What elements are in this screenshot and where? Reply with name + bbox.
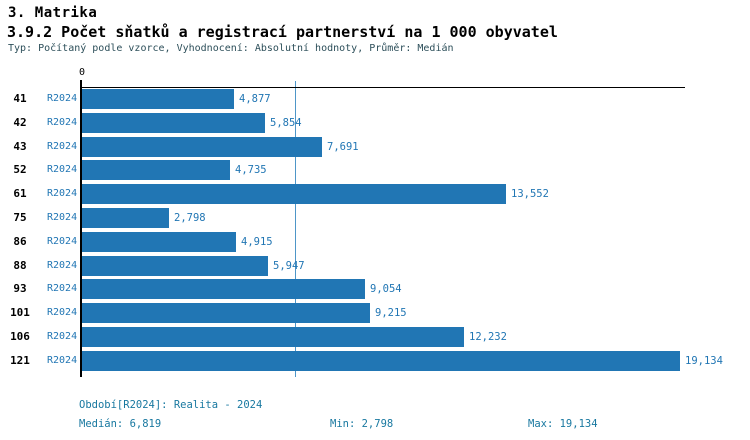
x-axis-line	[80, 87, 685, 88]
bar	[82, 137, 322, 157]
bar-value-label: 2,798	[174, 212, 206, 224]
footer-min: Min: 2,798	[330, 418, 394, 430]
bar-value-label: 9,054	[370, 283, 402, 295]
indicator-meta: Typ: Počítaný podle vzorce, Vyhodnocení:…	[8, 43, 454, 54]
bar	[82, 303, 370, 323]
bar	[82, 279, 365, 299]
bar-value-label: 13,552	[511, 188, 549, 200]
row-period-label: R2024	[47, 117, 78, 128]
chart-row: 101 R2024 9,215	[0, 303, 750, 323]
row-period-label: R2024	[47, 283, 78, 294]
bar	[82, 113, 265, 133]
row-period-label: R2024	[47, 236, 78, 247]
chart-row: 93 R2024 9,054	[0, 279, 750, 299]
row-category-label: 41	[13, 92, 27, 105]
row-category-label: 52	[13, 163, 27, 176]
bar	[82, 208, 169, 228]
row-category-label: 93	[13, 282, 27, 295]
bar-value-label: 4,915	[241, 236, 273, 248]
y-axis-line	[80, 80, 82, 377]
row-period-label: R2024	[47, 164, 78, 175]
bar-value-label: 4,877	[239, 93, 271, 105]
bar-value-label: 9,215	[375, 307, 407, 319]
bar-value-label: 5,947	[273, 260, 305, 272]
chart-row: 43 R2024 7,691	[0, 137, 750, 157]
chart-row: 42 R2024 5,854	[0, 113, 750, 133]
chart-row: 121 R2024 19,134	[0, 351, 750, 371]
row-category-label: 86	[13, 235, 27, 248]
row-category-label: 61	[13, 187, 27, 200]
bar	[82, 89, 234, 109]
chart-row: 88 R2024 5,947	[0, 256, 750, 276]
row-period-label: R2024	[47, 188, 78, 199]
median-line	[295, 81, 296, 377]
row-category-label: 106	[10, 330, 30, 343]
row-category-label: 42	[13, 116, 27, 129]
section-title: 3. Matrika	[8, 5, 98, 21]
row-period-label: R2024	[47, 307, 78, 318]
row-category-label: 75	[13, 211, 27, 224]
bar	[82, 256, 268, 276]
row-period-label: R2024	[47, 141, 78, 152]
bar-value-label: 7,691	[327, 141, 359, 153]
footer-period: Období[R2024]: Realita - 2024	[79, 399, 263, 411]
chart-row: 75 R2024 2,798	[0, 208, 750, 228]
footer-median: Medián: 6,819	[79, 418, 162, 430]
bar-value-label: 4,735	[235, 164, 267, 176]
chart-row: 106 R2024 12,232	[0, 327, 750, 347]
chart-row: 86 R2024 4,915	[0, 232, 750, 252]
bar-value-label: 5,854	[270, 117, 302, 129]
row-period-label: R2024	[47, 93, 78, 104]
row-period-label: R2024	[47, 260, 78, 271]
row-category-label: 121	[10, 354, 30, 367]
indicator-title: 3.9.2 Počet sňatků a registrací partners…	[7, 23, 558, 41]
footer-max: Max: 19,134	[528, 418, 598, 430]
row-category-label: 43	[13, 140, 27, 153]
row-period-label: R2024	[47, 212, 78, 223]
row-period-label: R2024	[47, 355, 78, 366]
row-period-label: R2024	[47, 331, 78, 342]
bar	[82, 232, 236, 252]
chart-row: 52 R2024 4,735	[0, 160, 750, 180]
bar-value-label: 19,134	[685, 355, 723, 367]
chart-row: 41 R2024 4,877	[0, 89, 750, 109]
row-category-label: 88	[13, 259, 27, 272]
bar	[82, 184, 506, 204]
row-category-label: 101	[10, 306, 30, 319]
bar	[82, 160, 230, 180]
x-axis-zero-tick-label: 0	[78, 67, 86, 78]
bar	[82, 351, 680, 371]
bar-value-label: 12,232	[469, 331, 507, 343]
chart-row: 61 R2024 13,552	[0, 184, 750, 204]
bar	[82, 327, 464, 347]
